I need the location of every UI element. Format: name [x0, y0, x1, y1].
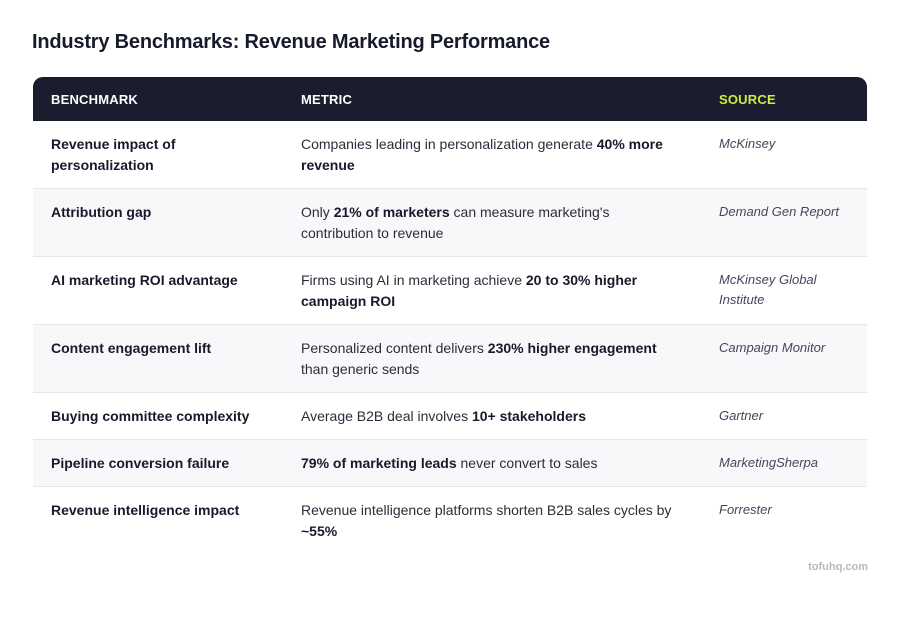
metric-highlight: 10+ stakeholders — [471, 408, 586, 424]
table-row: Buying committee complexity Average B2B d… — [33, 393, 867, 440]
metric-text: than generic sends — [301, 361, 420, 377]
benchmarks-table-grid: BENCHMARK METRIC SOURCE Revenue impact o… — [33, 77, 867, 554]
benchmarks-table: BENCHMARK METRIC SOURCE Revenue impact o… — [33, 77, 867, 554]
column-header-benchmark: BENCHMARK — [51, 91, 139, 107]
page-title: Industry Benchmarks: Revenue Marketing P… — [32, 31, 550, 53]
table-row: Pipeline conversion failure 79% of market… — [33, 439, 867, 487]
footer-domain: tofuhq.com — [808, 561, 868, 573]
source-cell: Campaign Monitor — [719, 340, 826, 355]
metric-text: can measure marketing's contribution to … — [301, 204, 610, 241]
metric-highlight: ~55% — [301, 523, 338, 539]
benchmark-cell: Revenue impact of personalization — [51, 136, 176, 173]
source-cell: McKinsey — [719, 136, 776, 151]
benchmark-cell: Revenue intelligence impact — [51, 502, 240, 518]
table-row: Revenue intelligence impact Revenue intel… — [33, 487, 867, 555]
table-header-row: BENCHMARK METRIC SOURCE — [33, 77, 867, 121]
metric-cell: Revenue intelligence platforms shorten B… — [283, 487, 701, 555]
metric-text: Average B2B deal involves — [301, 408, 472, 424]
metric-text: Firms using AI in marketing achieve — [301, 272, 526, 288]
benchmark-cell: AI marketing ROI advantage — [51, 272, 238, 288]
table-row: Content engagement lift Personalized cont… — [33, 324, 867, 393]
metric-cell: Average B2B deal involves 10+ stakeholde… — [283, 393, 701, 440]
column-header-source: SOURCE — [719, 91, 776, 107]
benchmark-cell: Content engagement lift — [51, 340, 212, 356]
benchmark-cell: Buying committee complexity — [51, 408, 250, 424]
table-body: Revenue impact of personalization Compani… — [33, 121, 867, 554]
source-cell: McKinsey Global Institute — [719, 272, 817, 307]
metric-text: Only — [301, 204, 334, 220]
benchmark-cell: Pipeline conversion failure — [51, 455, 230, 471]
metric-text: never convert to sales — [456, 455, 598, 471]
table-row: AI marketing ROI advantage Firms using AI… — [33, 257, 867, 325]
table-row: Revenue impact of personalization Compani… — [33, 121, 867, 189]
metric-text: Personalized content delivers — [301, 340, 488, 356]
source-cell: Forrester — [719, 502, 772, 517]
benchmark-cell: Attribution gap — [51, 204, 152, 220]
table-header: BENCHMARK METRIC SOURCE — [33, 77, 867, 121]
metric-cell: Personalized content delivers 230% highe… — [283, 325, 701, 393]
metric-highlight: 40% more revenue — [301, 136, 663, 173]
metric-highlight: 230% higher engagement — [487, 340, 657, 356]
source-cell: Gartner — [719, 408, 764, 423]
source-cell: MarketingSherpa — [719, 455, 818, 470]
table-row: Attribution gap Only 21% of marketers can… — [33, 188, 867, 257]
source-cell: Demand Gen Report — [719, 204, 839, 219]
metric-cell: Firms using AI in marketing achieve 20 t… — [283, 257, 701, 325]
column-header-metric: METRIC — [301, 91, 353, 107]
metric-cell: Companies leading in personalization gen… — [283, 121, 701, 189]
metric-text: Companies leading in personalization gen… — [301, 136, 597, 152]
metric-highlight: 79% of marketing leads — [301, 455, 457, 471]
metric-highlight: 20 to 30% higher campaign ROI — [301, 272, 638, 309]
metric-cell: 79% of marketing leads never convert to … — [283, 440, 701, 487]
metric-highlight: 21% of marketers — [333, 204, 450, 220]
metric-text: Revenue intelligence platforms shorten B… — [301, 502, 672, 518]
metric-cell: Only 21% of marketers can measure market… — [283, 189, 701, 257]
